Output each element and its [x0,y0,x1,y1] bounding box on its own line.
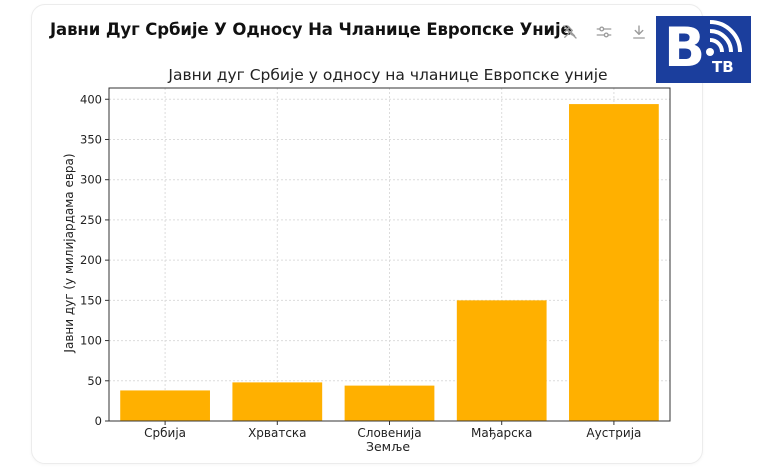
y-axis-label: Јавни дуг (у милијардама евра) [62,153,76,353]
bar-1 [120,390,210,421]
broadcast-waves-icon [706,20,742,56]
y-tick-label: 0 [95,414,102,428]
y-tick-label: 400 [80,92,102,106]
download-icon[interactable] [627,20,651,44]
y-tick-label: 200 [80,253,102,267]
y-tick-label: 100 [80,334,102,348]
logo-sub: ТВ [712,58,734,76]
card-title: Јавни Дуг Србије У Односу На Чланице Евр… [50,20,572,39]
x-tick-label: Србија [144,426,186,440]
bar-3 [344,385,435,421]
sliders-icon[interactable] [592,20,616,44]
channel-logo: B ТВ [656,16,751,83]
x-tick-label: Словенија [357,426,421,440]
x-tick-label: Мађарска [471,426,532,440]
bar-4 [456,300,547,421]
bar-5 [569,104,659,421]
y-tick-label: 300 [80,173,102,187]
x-axis-label: Земље [366,439,410,454]
plot-frame [108,87,671,422]
x-tick-label: Хрватска [248,426,306,440]
bar-layer [120,104,659,421]
axis-layer: 0 50 100 150 200 250 300 350 400 Србија Хрватска Сл… [80,87,671,440]
pin-off-icon[interactable] [558,20,582,44]
y-tick-label: 150 [80,293,102,307]
y-tick-label: 250 [80,213,102,227]
x-tick-label: Аустрија [586,426,641,440]
y-tick-label: 350 [80,132,102,146]
bar-2 [232,382,323,421]
logo-letter: B [664,16,706,79]
chart-title: Јавни дуг Србије у односу на чланице Евр… [167,66,607,84]
y-tick-label: 50 [87,374,102,388]
